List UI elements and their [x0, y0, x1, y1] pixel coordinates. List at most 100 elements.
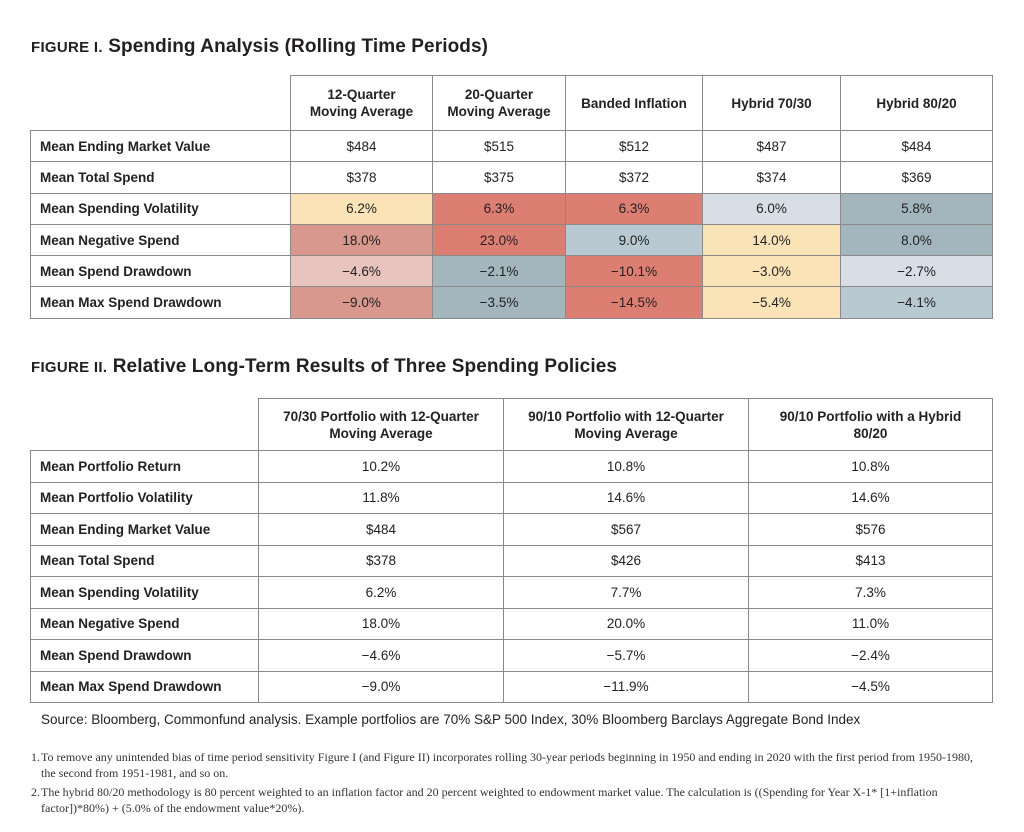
table-cell: 18.0%	[258, 607, 504, 640]
figure-1-title: FIGURE I. Spending Analysis (Rolling Tim…	[31, 36, 488, 58]
table-cell: −2.4%	[748, 639, 993, 672]
column-header: Hybrid 80/20	[840, 75, 993, 131]
table-cell: 6.2%	[290, 192, 433, 225]
header-blank	[30, 398, 259, 451]
footnote-text: To remove any unintended bias of time pe…	[41, 750, 973, 780]
table-cell: 8.0%	[840, 223, 993, 257]
column-header: 70/30 Portfolio with 12-Quarter Moving A…	[258, 398, 504, 451]
row-label: Mean Max Spend Drawdown	[30, 670, 259, 703]
table-cell: 11.0%	[748, 607, 993, 640]
table-cell: 14.6%	[748, 481, 993, 514]
table-cell: $378	[290, 161, 433, 194]
table-cell: 14.0%	[702, 223, 841, 257]
table-cell: 23.0%	[432, 223, 566, 257]
table-cell: 9.0%	[565, 223, 703, 257]
figure-2-title-text: Relative Long-Term Results of Three Spen…	[112, 356, 618, 377]
row-label: Mean Portfolio Return	[30, 450, 259, 483]
table-cell: 10.2%	[258, 450, 504, 483]
table-cell: 11.8%	[258, 481, 504, 514]
table-row: Mean Spending Volatility 6.2% 6.3% 6.3% 6.0%…	[30, 192, 993, 225]
table-cell: −5.7%	[503, 639, 749, 672]
table-cell: $487	[702, 129, 841, 163]
table-cell: 14.6%	[503, 481, 749, 514]
table-row: Mean Ending Market Value $484 $515 $512 $487…	[30, 129, 993, 163]
table-cell: −14.5%	[565, 286, 703, 319]
table-cell: −9.0%	[290, 286, 433, 319]
table-row: Mean Spend Drawdown −4.6% −2.1% −10.1% −3.0%…	[30, 255, 993, 288]
table-cell: $567	[503, 513, 749, 546]
row-label: Mean Spending Volatility	[30, 576, 259, 609]
table-cell: −3.5%	[432, 286, 566, 319]
table-cell: 6.3%	[565, 192, 703, 225]
table-cell: 10.8%	[748, 450, 993, 483]
table-cell: $426	[503, 544, 749, 577]
table-row: Mean Portfolio Volatility 11.8% 14.6% 14.6%	[30, 481, 993, 514]
column-header: Hybrid 70/30	[702, 75, 841, 131]
row-label: Mean Spending Volatility	[30, 192, 291, 225]
table-cell: 5.8%	[840, 192, 993, 225]
table-cell: −10.1%	[565, 255, 703, 288]
table-cell: −4.5%	[748, 670, 993, 703]
table-cell: $413	[748, 544, 993, 577]
table-cell: 20.0%	[503, 607, 749, 640]
table-cell: −5.4%	[702, 286, 841, 319]
footnote-number: 2.	[31, 785, 40, 799]
row-label: Mean Spend Drawdown	[30, 255, 291, 288]
table-cell: 7.3%	[748, 576, 993, 609]
row-label: Mean Max Spend Drawdown	[30, 286, 291, 319]
table-row: Mean Negative Spend 18.0% 20.0% 11.0%	[30, 607, 993, 640]
footnote-2: 2.The hybrid 80/20 methodology is 80 per…	[31, 784, 991, 816]
table-cell: $372	[565, 161, 703, 194]
table-cell: $484	[290, 129, 433, 163]
row-label: Mean Negative Spend	[30, 607, 259, 640]
figure-2-label: FIGURE II.	[31, 359, 108, 376]
table-row: Mean Portfolio Return 10.2% 10.8% 10.8%	[30, 450, 993, 483]
table-cell: −2.7%	[840, 255, 993, 288]
row-label: Mean Total Spend	[30, 544, 259, 577]
table-cell: $378	[258, 544, 504, 577]
footnote-1: 1.To remove any unintended bias of time …	[31, 749, 991, 781]
row-label: Mean Negative Spend	[30, 223, 291, 257]
table-cell: $484	[258, 513, 504, 546]
row-label: Mean Ending Market Value	[30, 129, 291, 163]
table-cell: 6.2%	[258, 576, 504, 609]
table-cell: $369	[840, 161, 993, 194]
table-row: Mean Total Spend $378 $375 $372 $374 $369	[30, 161, 993, 194]
table-cell: 6.0%	[702, 192, 841, 225]
table-cell: $576	[748, 513, 993, 546]
long-term-results-table: 70/30 Portfolio with 12-Quarter Moving A…	[30, 398, 993, 703]
table-cell: −4.6%	[290, 255, 433, 288]
table-cell: −2.1%	[432, 255, 566, 288]
row-label: Mean Total Spend	[30, 161, 291, 194]
footnote-number: 1.	[31, 750, 40, 764]
row-label: Mean Spend Drawdown	[30, 639, 259, 672]
column-header: 90/10 Portfolio with a Hybrid 80/20	[748, 398, 993, 451]
header-blank	[30, 75, 291, 131]
table-cell: 7.7%	[503, 576, 749, 609]
table-cell: −9.0%	[258, 670, 504, 703]
table-cell: $484	[840, 129, 993, 163]
table-cell: 6.3%	[432, 192, 566, 225]
table-row: Mean Total Spend $378 $426 $413	[30, 544, 993, 577]
column-header: Banded Inflation	[565, 75, 703, 131]
table-cell: −4.6%	[258, 639, 504, 672]
footnote-text: The hybrid 80/20 methodology is 80 perce…	[41, 785, 938, 815]
figure-1-title-text: Spending Analysis (Rolling Time Periods)	[108, 36, 489, 57]
column-header: 12-Quarter Moving Average	[290, 75, 433, 131]
table-cell: 10.8%	[503, 450, 749, 483]
table-cell: $375	[432, 161, 566, 194]
table-row: Mean Spending Volatility 6.2% 7.7% 7.3%	[30, 576, 993, 609]
table-cell: $512	[565, 129, 703, 163]
row-label: Mean Portfolio Volatility	[30, 481, 259, 514]
table-cell: −4.1%	[840, 286, 993, 319]
table-row: Mean Spend Drawdown −4.6% −5.7% −2.4%	[30, 639, 993, 672]
figure-2-title: FIGURE II. Relative Long-Term Results of…	[31, 356, 617, 378]
table-cell: $374	[702, 161, 841, 194]
table-row: Mean Ending Market Value $484 $567 $576	[30, 513, 993, 546]
table-cell: 18.0%	[290, 223, 433, 257]
spending-analysis-table: 12-Quarter Moving Average 20-Quarter Movi…	[30, 75, 993, 319]
table-cell: $515	[432, 129, 566, 163]
table-row: Mean Max Spend Drawdown −9.0% −3.5% −14.5% −…	[30, 286, 993, 319]
table-row: Mean Negative Spend 18.0% 23.0% 9.0% 14.0% 8.…	[30, 223, 993, 257]
table-cell: −3.0%	[702, 255, 841, 288]
